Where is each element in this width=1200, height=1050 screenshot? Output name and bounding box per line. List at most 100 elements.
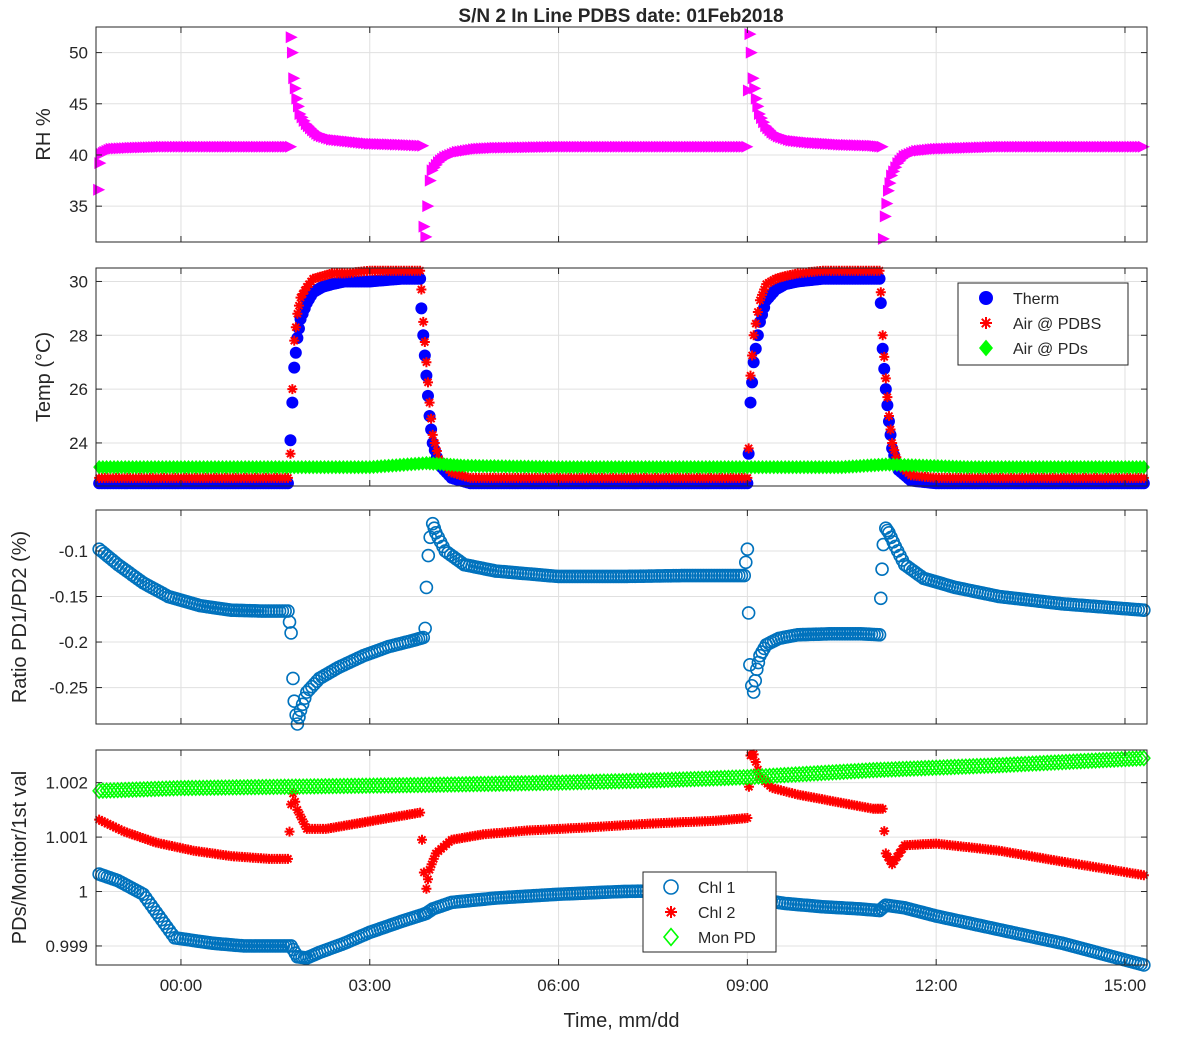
y-tick-label: -0.25 <box>49 679 88 698</box>
data-point <box>1133 749 1148 767</box>
y-tick-label: -0.1 <box>59 542 88 561</box>
data-point <box>741 140 754 153</box>
axes-frame-pds <box>95 749 1148 966</box>
data-point <box>883 411 894 422</box>
x-tick-label: 12:00 <box>915 976 958 995</box>
data-point <box>875 287 886 298</box>
y-tick-label: 1 <box>79 883 88 902</box>
data-point <box>418 220 431 233</box>
legend-marker <box>979 291 993 305</box>
data-point <box>414 272 427 285</box>
data-point <box>113 823 124 834</box>
chart-panels: 35 40 45 50 RH % 24 26 28 30 Temp (°C) Therm Air @ … <box>9 26 1151 1032</box>
y-tick-label: -0.2 <box>59 633 88 652</box>
data-point <box>419 580 434 595</box>
data-point <box>424 397 435 408</box>
data-point <box>295 292 306 303</box>
data-point <box>1137 603 1151 617</box>
series-rh-0 <box>93 28 1150 245</box>
y-axis-label-ratio: Ratio PD1/PD2 (%) <box>9 531 31 703</box>
grid-rh <box>96 27 1147 242</box>
data-point <box>424 864 435 875</box>
data-point <box>420 369 433 382</box>
data-point <box>745 46 758 59</box>
data-point <box>289 346 302 359</box>
data-point <box>757 289 768 300</box>
data-point <box>887 437 898 448</box>
legend-marker <box>979 339 993 357</box>
data-point <box>94 157 107 170</box>
x-tick-label: 00:00 <box>160 976 203 995</box>
data-point <box>879 210 892 223</box>
data-point <box>427 429 438 440</box>
legend-label: Chl 2 <box>698 905 735 922</box>
data-point <box>879 383 892 396</box>
data-point <box>874 265 885 276</box>
data-point <box>288 361 301 374</box>
data-point <box>286 671 300 686</box>
data-point <box>286 396 299 409</box>
data-point <box>292 804 303 815</box>
data-point <box>292 308 303 319</box>
y-tick-label: 45 <box>69 95 88 114</box>
y-tick-label: 0.999 <box>45 937 88 956</box>
legend-label: Therm <box>1013 291 1059 308</box>
data-point <box>746 376 759 389</box>
data-point <box>1138 870 1149 881</box>
data-point <box>742 472 753 483</box>
legend-label: Mon PD <box>698 930 756 947</box>
data-point <box>872 627 887 642</box>
legend-temp: Therm Air @ PDBS Air @ PDs <box>957 282 1129 366</box>
data-point <box>285 140 298 153</box>
panel-temp: 24 26 28 30 Temp (°C) Therm Air @ PDBS Air @ PD… <box>33 265 1150 490</box>
x-tick-label: 15:00 <box>1104 976 1147 995</box>
data-point <box>873 272 886 285</box>
series-pds-2 <box>92 749 1151 800</box>
data-point <box>293 703 308 718</box>
data-point <box>416 284 427 295</box>
x-axis-label: Time, mm/dd <box>564 1010 680 1032</box>
y-axis-label-temp: Temp (°C) <box>33 332 55 422</box>
data-point <box>881 197 894 210</box>
data-point <box>889 445 900 456</box>
data-point <box>294 809 305 820</box>
data-point <box>290 796 301 807</box>
data-point <box>750 756 761 767</box>
y-tick-label: -0.15 <box>49 588 88 607</box>
data-point <box>752 306 763 317</box>
data-point <box>282 853 293 864</box>
data-point <box>879 826 890 837</box>
y-tick-label: 1.002 <box>45 774 88 793</box>
axes-frame-ratio <box>95 509 1148 725</box>
data-point <box>418 349 431 362</box>
legend-label: Chl 1 <box>698 880 735 897</box>
data-point <box>297 814 308 825</box>
data-point <box>743 781 754 792</box>
data-point <box>284 626 298 640</box>
data-point <box>288 72 301 85</box>
data-point <box>880 848 891 859</box>
data-point <box>299 285 310 296</box>
data-point <box>876 140 889 153</box>
y-tick-label: 30 <box>69 272 88 291</box>
panel-pds: 0.999 1 1.001 1.002 00:00 03:00 06:00 09:00 12:0… <box>9 749 1151 1032</box>
data-point <box>422 200 435 213</box>
grid-ratio <box>96 510 1147 724</box>
data-point <box>421 883 432 894</box>
data-point <box>426 859 437 870</box>
data-point <box>741 606 756 620</box>
data-point <box>419 337 430 348</box>
data-point <box>424 174 437 187</box>
data-point <box>880 373 891 384</box>
data-point <box>415 302 428 315</box>
y-axis-label-pds: PDs/Monitor/1st val <box>9 771 31 944</box>
data-point <box>877 803 888 814</box>
data-point <box>102 818 113 829</box>
data-point <box>744 396 757 409</box>
data-point <box>422 874 433 885</box>
data-point <box>421 357 432 368</box>
figure-title: S/N 2 In Line PDBS date: 01Feb2018 <box>458 6 783 27</box>
data-point <box>873 591 888 606</box>
data-point <box>740 542 755 556</box>
data-point <box>749 82 762 95</box>
